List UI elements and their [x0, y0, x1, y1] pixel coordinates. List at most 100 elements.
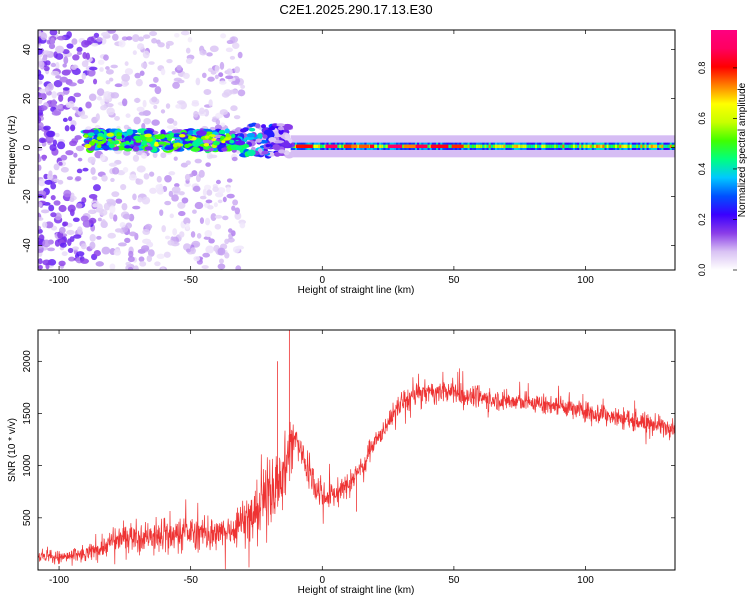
heatmap-cell	[271, 123, 279, 127]
heatmap-cell	[108, 77, 114, 82]
heatmap-cell	[124, 145, 131, 149]
heatmap-cell	[67, 247, 74, 253]
heatmap-cell	[541, 144, 544, 148]
heatmap-cell	[80, 215, 89, 222]
heatmap-cell	[38, 116, 42, 124]
heatmap-cell	[132, 154, 140, 162]
heatmap-cell	[558, 144, 561, 148]
heatmap-cell	[222, 215, 229, 221]
heatmap-cell	[547, 144, 550, 148]
heatmap-cell	[149, 83, 157, 88]
heatmap-cell	[184, 182, 191, 188]
heatmap-cell	[204, 230, 213, 238]
heatmap-cell	[87, 156, 96, 164]
heatmap-cell	[631, 144, 635, 148]
heatmap-cell	[545, 144, 548, 148]
heatmap-cell	[174, 32, 180, 38]
heatmap-cell	[172, 81, 180, 89]
heatmap-cell	[136, 43, 145, 50]
heatmap-cell	[246, 149, 256, 157]
heatmap-cell	[124, 68, 134, 75]
heatmap-cell	[89, 241, 96, 250]
heatmap-cell	[50, 70, 60, 76]
heatmap-cell	[185, 248, 191, 253]
heatmap-cell	[273, 140, 285, 144]
snr-y-label: SNR (10 * v/v)	[7, 418, 18, 482]
heatmap-cell	[388, 144, 403, 149]
heatmap-x-label: Height of straight line (km)	[298, 285, 415, 296]
heatmap-cell	[355, 144, 359, 148]
heatmap-cell	[526, 144, 529, 148]
heatmap-cell	[143, 129, 153, 135]
heatmap-cell	[202, 252, 211, 258]
heatmap-cell	[63, 221, 69, 227]
heatmap-cell	[218, 129, 226, 135]
heatmap-cell	[192, 185, 201, 192]
heatmap-cell	[214, 64, 220, 73]
heatmap-cell	[51, 91, 57, 99]
heatmap-cell	[109, 211, 114, 220]
heatmap-cell	[75, 176, 82, 182]
heatmap-cell	[160, 152, 167, 159]
heatmap-cell	[494, 144, 498, 148]
heatmap-cell	[633, 144, 637, 148]
heatmap-cell	[281, 142, 291, 146]
heatmap-cell	[133, 98, 141, 103]
heatmap-cell	[539, 144, 542, 148]
heatmap-cell	[77, 157, 83, 162]
heatmap-cell	[74, 135, 82, 140]
heatmap-cell	[226, 68, 233, 76]
heatmap-cell	[497, 144, 500, 148]
heatmap-cell	[159, 209, 164, 217]
heatmap-cell	[164, 175, 172, 183]
heatmap-cell	[478, 144, 481, 148]
heatmap-cell	[313, 144, 317, 148]
heatmap-cell	[344, 144, 356, 149]
heatmap-cell	[126, 36, 133, 41]
heatmap-cell	[67, 116, 73, 122]
heatmap-cell	[63, 69, 72, 74]
heatmap-cell	[123, 147, 133, 152]
heatmap-cell	[638, 144, 641, 148]
heatmap-cell	[125, 113, 131, 118]
heatmap-cell	[199, 49, 207, 56]
heatmap-cell	[141, 141, 147, 146]
heatmap-cell	[118, 39, 126, 48]
heatmap-cell	[59, 242, 67, 248]
heatmap-cell	[262, 134, 268, 139]
heatmap-cell	[112, 167, 120, 175]
heatmap-cell	[224, 252, 230, 259]
heatmap-cell	[55, 132, 60, 138]
heatmap-cell	[261, 124, 267, 129]
heatmap-cell	[169, 213, 174, 219]
heatmap-cell	[518, 144, 521, 148]
heatmap-cell	[228, 130, 236, 135]
x-tick-label: -50	[183, 575, 198, 586]
heatmap-cell	[591, 144, 595, 148]
heatmap-cell	[528, 144, 532, 148]
heatmap-cell	[284, 133, 291, 140]
heatmap-cell	[282, 123, 293, 131]
heatmap-cell	[78, 107, 83, 112]
heatmap-cell	[572, 144, 576, 148]
heatmap-cell	[480, 144, 483, 148]
heatmap-cell	[49, 144, 57, 152]
y-tick-label: 2000	[22, 350, 33, 373]
heatmap-cell	[38, 201, 43, 208]
heatmap-cell	[133, 135, 141, 140]
heatmap-cell	[516, 144, 519, 148]
heatmap-cell	[62, 63, 67, 68]
heatmap-cell	[403, 144, 417, 149]
heatmap-cell	[145, 137, 153, 143]
heatmap-cell	[430, 144, 442, 149]
heatmap-cell	[116, 136, 123, 140]
heatmap-cell	[140, 62, 148, 69]
heatmap-cell	[50, 194, 56, 201]
heatmap-cell	[229, 55, 236, 60]
heatmap-cell	[232, 199, 239, 206]
heatmap-cell	[499, 144, 502, 148]
heatmap-cell	[268, 136, 277, 143]
heatmap-cell	[61, 251, 68, 257]
heatmap-cell	[133, 116, 141, 125]
heatmap-cell	[648, 144, 652, 148]
